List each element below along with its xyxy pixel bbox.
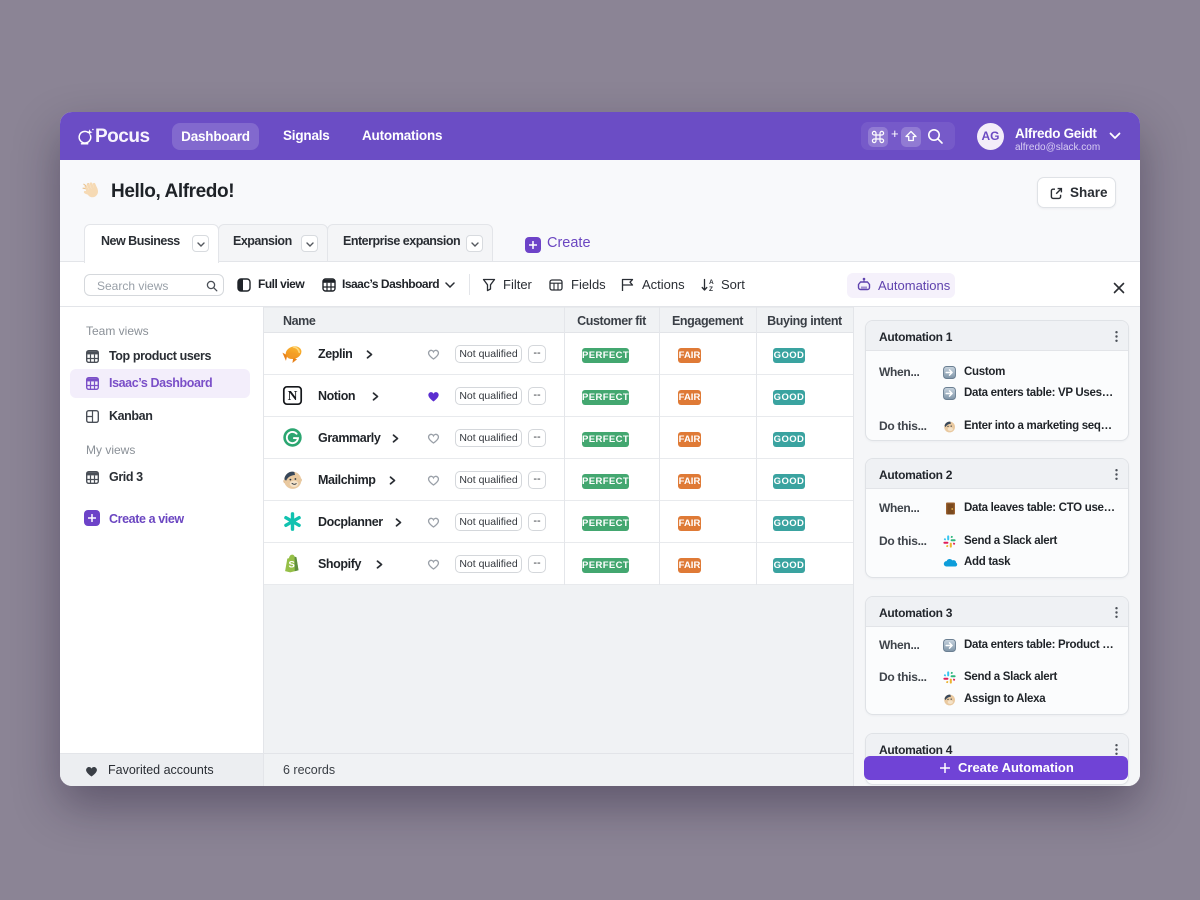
- svg-text:S: S: [289, 560, 295, 571]
- svg-text:A: A: [709, 279, 714, 286]
- svg-text:Z: Z: [709, 286, 713, 292]
- svg-text:N: N: [288, 388, 298, 403]
